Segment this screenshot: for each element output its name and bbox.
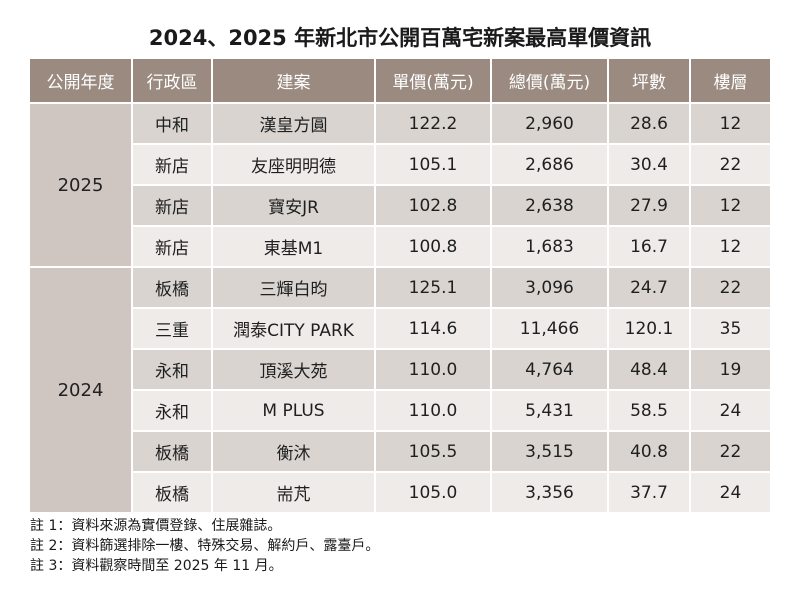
district-cell: 板橋 [133,471,213,512]
unit-price-cell: 114.6 [376,307,492,348]
footnote: 註 1：資料來源為實價登錄、住展雜誌。 [30,518,282,534]
area-cell: 27.9 [609,184,691,225]
area-cell: 30.4 [609,143,691,184]
total-price-cell: 3,096 [492,266,609,307]
floor-cell: 24 [691,471,770,512]
table-row: 永和 M PLUS 110.0 5,431 58.5 24 [30,389,770,430]
total-price-cell: 1,683 [492,225,609,266]
total-price-cell: 3,515 [492,430,609,471]
area-cell: 40.8 [609,430,691,471]
district-cell: 板橋 [133,430,213,471]
footnote: 註 2：資料篩選排除一樓、特殊交易、解約戶、露臺戶。 [30,538,380,554]
footnote: 註 3：資料觀察時間至 2025 年 11 月。 [30,558,283,574]
price-table: 公開年度 行政區 建案 單價(萬元) 總價(萬元) 坪數 樓層 2025 中和 … [30,59,770,512]
floor-cell: 35 [691,307,770,348]
unit-price-cell: 105.0 [376,471,492,512]
district-cell: 三重 [133,307,213,348]
total-price-cell: 4,764 [492,348,609,389]
unit-price-cell: 102.8 [376,184,492,225]
floor-cell: 22 [691,430,770,471]
total-price-cell: 11,466 [492,307,609,348]
table-header-row: 公開年度 行政區 建案 單價(萬元) 總價(萬元) 坪數 樓層 [30,59,770,102]
floor-cell: 24 [691,389,770,430]
total-price-cell: 2,960 [492,102,609,143]
header-year: 公開年度 [30,59,133,102]
header-total-price: 總價(萬元) [492,59,609,102]
unit-price-cell: 125.1 [376,266,492,307]
floor-cell: 19 [691,348,770,389]
table-row: 新店 東基M1 100.8 1,683 16.7 12 [30,225,770,266]
district-cell: 新店 [133,143,213,184]
project-cell: 漢皇方圓 [213,102,376,143]
table-row: 板橋 耑芃 105.0 3,356 37.7 24 [30,471,770,512]
floor-cell: 12 [691,225,770,266]
area-cell: 37.7 [609,471,691,512]
unit-price-cell: 110.0 [376,348,492,389]
total-price-cell: 2,686 [492,143,609,184]
total-price-cell: 3,356 [492,471,609,512]
floor-cell: 12 [691,184,770,225]
area-cell: 28.6 [609,102,691,143]
footnotes: 註 1：資料來源為實價登錄、住展雜誌。 註 2：資料篩選排除一樓、特殊交易、解約… [30,516,379,576]
header-area: 坪數 [609,59,691,102]
area-cell: 16.7 [609,225,691,266]
header-floor: 樓層 [691,59,770,102]
district-cell: 永和 [133,348,213,389]
district-cell: 永和 [133,389,213,430]
area-cell: 48.4 [609,348,691,389]
area-cell: 58.5 [609,389,691,430]
total-price-cell: 2,638 [492,184,609,225]
table-row: 新店 友座明明德 105.1 2,686 30.4 22 [30,143,770,184]
area-cell: 120.1 [609,307,691,348]
area-cell: 24.7 [609,266,691,307]
district-cell: 中和 [133,102,213,143]
floor-cell: 22 [691,266,770,307]
table-row: 2024 板橋 三輝白昀 125.1 3,096 24.7 22 [30,266,770,512]
unit-price-cell: 122.2 [376,102,492,143]
project-cell: 友座明明德 [213,143,376,184]
unit-price-cell: 100.8 [376,225,492,266]
district-cell: 新店 [133,225,213,266]
district-cell: 板橋 [133,266,213,307]
table-row: 新店 寶安JR 102.8 2,638 27.9 12 [30,184,770,225]
header-district: 行政區 [133,59,213,102]
table-row: 板橋 衡沐 105.5 3,515 40.8 22 [30,430,770,471]
table-row: 永和 頂溪大苑 110.0 4,764 48.4 19 [30,348,770,389]
project-cell: 耑芃 [213,471,376,512]
header-project: 建案 [213,59,376,102]
project-cell: 頂溪大苑 [213,348,376,389]
project-cell: 東基M1 [213,225,376,266]
project-cell: 三輝白昀 [213,266,376,307]
table-row: 2025 中和 漢皇方圓 122.2 2,960 28.6 12 [30,102,770,266]
unit-price-cell: 110.0 [376,389,492,430]
project-cell: 寶安JR [213,184,376,225]
page-title: 2024、2025 年新北市公開百萬宅新案最高單價資訊 [148,26,652,50]
unit-price-cell: 105.1 [376,143,492,184]
floor-cell: 22 [691,143,770,184]
project-cell: M PLUS [213,389,376,430]
header-unit-price: 單價(萬元) [376,59,492,102]
year-cell: 2025 [30,102,133,266]
total-price-cell: 5,431 [492,389,609,430]
project-cell: 潤泰CITY PARK [213,307,376,348]
district-cell: 新店 [133,184,213,225]
unit-price-cell: 105.5 [376,430,492,471]
table-row: 三重 潤泰CITY PARK 114.6 11,466 120.1 35 [30,307,770,348]
floor-cell: 12 [691,102,770,143]
project-cell: 衡沐 [213,430,376,471]
year-cell: 2024 [30,266,133,512]
